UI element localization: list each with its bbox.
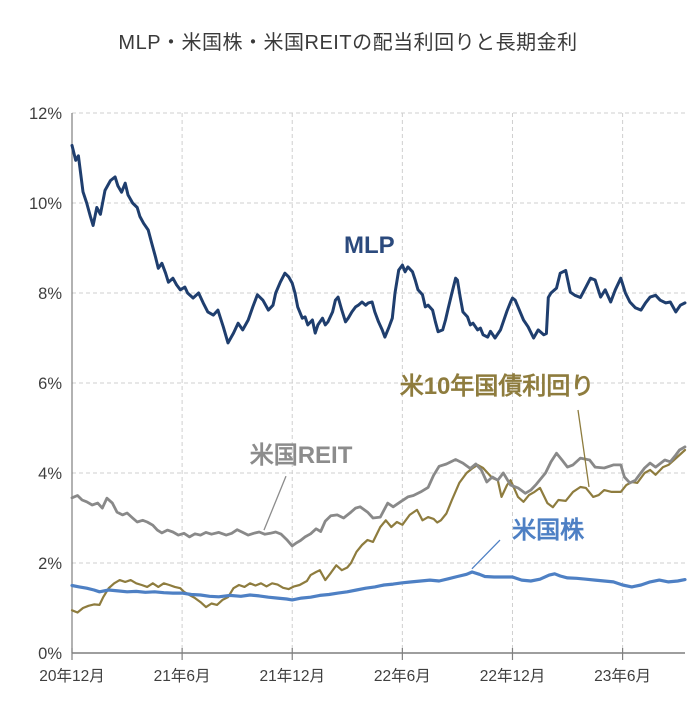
- y-axis-label: 12%: [29, 105, 62, 123]
- series-label-leader: [263, 475, 287, 531]
- series-label-leader: [577, 409, 590, 488]
- x-axis-label: 21年12月: [259, 667, 324, 685]
- series-line-米10年国債利回り: [70, 448, 687, 614]
- y-axis-label: 4%: [38, 465, 62, 483]
- y-axis-label: 10%: [29, 195, 62, 213]
- series-label-leader: [471, 539, 501, 570]
- x-axis-label: 20年12月: [39, 667, 104, 685]
- series-line-米国REIT: [70, 445, 687, 548]
- y-axis-label: 0%: [38, 645, 62, 663]
- series-line-米国株: [70, 570, 687, 602]
- y-axis-label: 2%: [38, 555, 62, 573]
- x-axis-label: 22年6月: [374, 667, 431, 685]
- series-label: 米10年国債利回り: [400, 372, 595, 400]
- series-label: 米国株: [512, 517, 585, 544]
- x-axis-label: 22年12月: [480, 667, 545, 685]
- x-axis-label: 21年6月: [154, 667, 211, 685]
- series-label: 米国REIT: [250, 442, 353, 469]
- chart-title: MLP・米国株・米国REITの配当利回りと長期金利: [118, 32, 578, 54]
- series-line-MLP: [70, 143, 687, 345]
- x-axis-label: 23年6月: [594, 667, 651, 685]
- y-axis-label: 6%: [38, 375, 62, 393]
- y-axis-label: 8%: [38, 285, 62, 303]
- series-label: MLP: [344, 232, 395, 259]
